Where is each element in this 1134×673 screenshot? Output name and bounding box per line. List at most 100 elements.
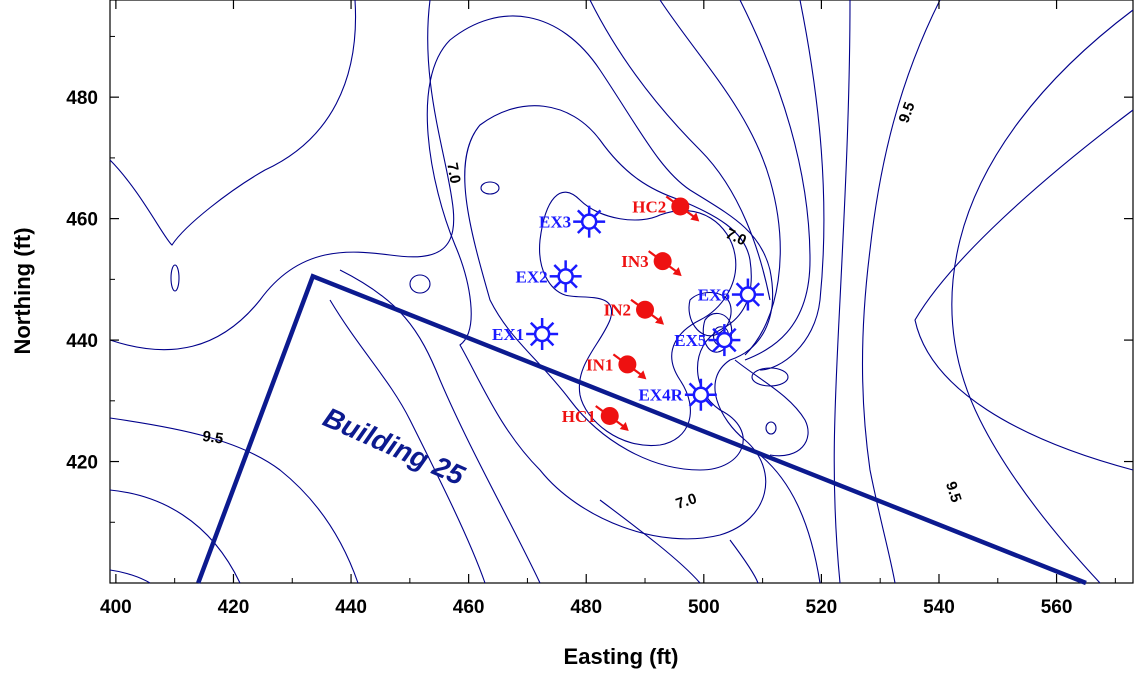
extraction-well-ray [751,282,761,291]
extraction-well-icon [692,386,710,403]
injection-arrowhead-icon [637,370,647,380]
contour-line [659,0,781,356]
well-layer: EX1 EX2 EX3 EX4R EX5 EX6 HC1 IN1 IN2 IN3 HC2 [492,195,764,431]
extraction-well-ray [712,344,721,353]
extraction-well-icon [716,331,733,349]
extraction-well-ray [553,264,562,273]
contour-line [409,274,431,294]
injection-arrowhead-icon [619,421,629,431]
extraction-well-label: EX2 [516,267,548,286]
contour-line [480,181,500,195]
contour-line [759,454,821,584]
extraction-well-ex1: EX1 [492,318,559,351]
y-axis-title: Northing (ft) [10,227,35,354]
extraction-well-ray [688,382,697,391]
injection-well-icon [600,406,619,425]
contour-line [734,359,809,457]
contour-label: 7.0 [443,161,463,184]
x-tick-label: 440 [335,597,367,618]
contour-line [109,489,241,584]
extraction-well-icon [533,325,551,343]
y-tick-label: 420 [66,453,98,474]
injection-well-label: IN3 [621,252,648,271]
extraction-well-label: EX4R [638,386,683,405]
injection-well-hc2: HC2 [632,195,700,222]
contour-lines [109,0,1134,584]
extraction-well-ray [704,398,714,407]
extraction-well-ray [546,321,555,330]
injection-well-icon [653,252,672,271]
x-tick-label: 480 [570,597,602,618]
y-tick-label: 440 [66,331,98,352]
x-axis-title: Easting (ft) [564,644,679,669]
extraction-well-ex3: EX3 [539,205,606,238]
extraction-well-label: EX5 [674,331,706,350]
extraction-well-ray [569,280,578,289]
extraction-well-ex2: EX2 [516,260,582,293]
contour-line [464,105,752,471]
contour-line [426,15,774,540]
extraction-well-icon [580,213,598,230]
x-tick-label: 500 [688,597,720,618]
x-tick-label: 560 [1041,597,1073,618]
injection-arrowhead-icon [690,212,700,222]
injection-well-label: IN1 [586,355,613,374]
contour-line [109,417,359,584]
y-axis: 420 440 460 480 [66,35,1133,523]
building-outline [196,273,1087,586]
contour-line [339,269,541,584]
x-tick-label: 520 [806,597,838,618]
x-axis: 400 420 440 460 480 500 520 540 560 [100,0,1116,618]
contour-line [759,0,825,371]
contour-line [170,264,180,292]
x-tick-label: 400 [100,597,132,618]
contour-line [539,191,737,447]
extraction-well-ex4r: EX4R [638,378,717,411]
extraction-well-ray [728,327,737,337]
extraction-well-ray [728,344,737,353]
injection-arrowhead-icon [655,315,665,325]
extraction-well-ray [751,298,761,307]
injection-well-in3: IN3 [621,250,682,277]
extraction-well-ray [704,382,714,391]
injection-well-hc1: HC1 [562,405,629,431]
contour-label: 9.5 [896,100,919,125]
extraction-well-ex6: EX6 [698,278,764,311]
extraction-well-ray [553,280,562,289]
contour-line [833,0,851,584]
contour-label: 7.0 [674,490,699,513]
x-tick-label: 540 [923,597,955,618]
contour-line [109,0,357,246]
contour-line [739,0,811,361]
contour-line [589,0,771,301]
injection-well-label: IN2 [604,301,631,320]
extraction-well-ray [576,225,586,234]
x-tick-label: 460 [453,597,485,618]
y-tick-label: 480 [66,88,98,109]
contour-label: 9.5 [942,480,965,505]
contour-line [914,109,1134,471]
extraction-well-ray [529,321,539,330]
injection-well-label: HC2 [632,197,666,216]
extraction-well-ray [593,209,602,218]
injection-well-icon [636,300,655,319]
contour-line [861,0,941,584]
contour-line [109,0,455,351]
extraction-well-ray [688,398,697,407]
contour-labels: 7.07.07.09.59.59.5 [201,100,964,513]
contour-line [599,499,701,584]
extraction-well-ray [569,264,578,273]
extraction-well-ray [735,298,744,307]
contour-label: 9.5 [201,428,224,448]
injection-well-in2: IN2 [604,298,665,325]
injection-well-in1: IN1 [586,353,647,380]
extraction-well-label: EX1 [492,325,524,344]
extraction-well-ray [576,209,586,218]
injection-arrowhead-icon [672,267,682,277]
extraction-well-ray [712,327,721,337]
extraction-well-label: EX6 [698,286,730,305]
plot-frame [109,0,1134,584]
extraction-well-ray [529,338,539,347]
contour-line [765,421,777,435]
